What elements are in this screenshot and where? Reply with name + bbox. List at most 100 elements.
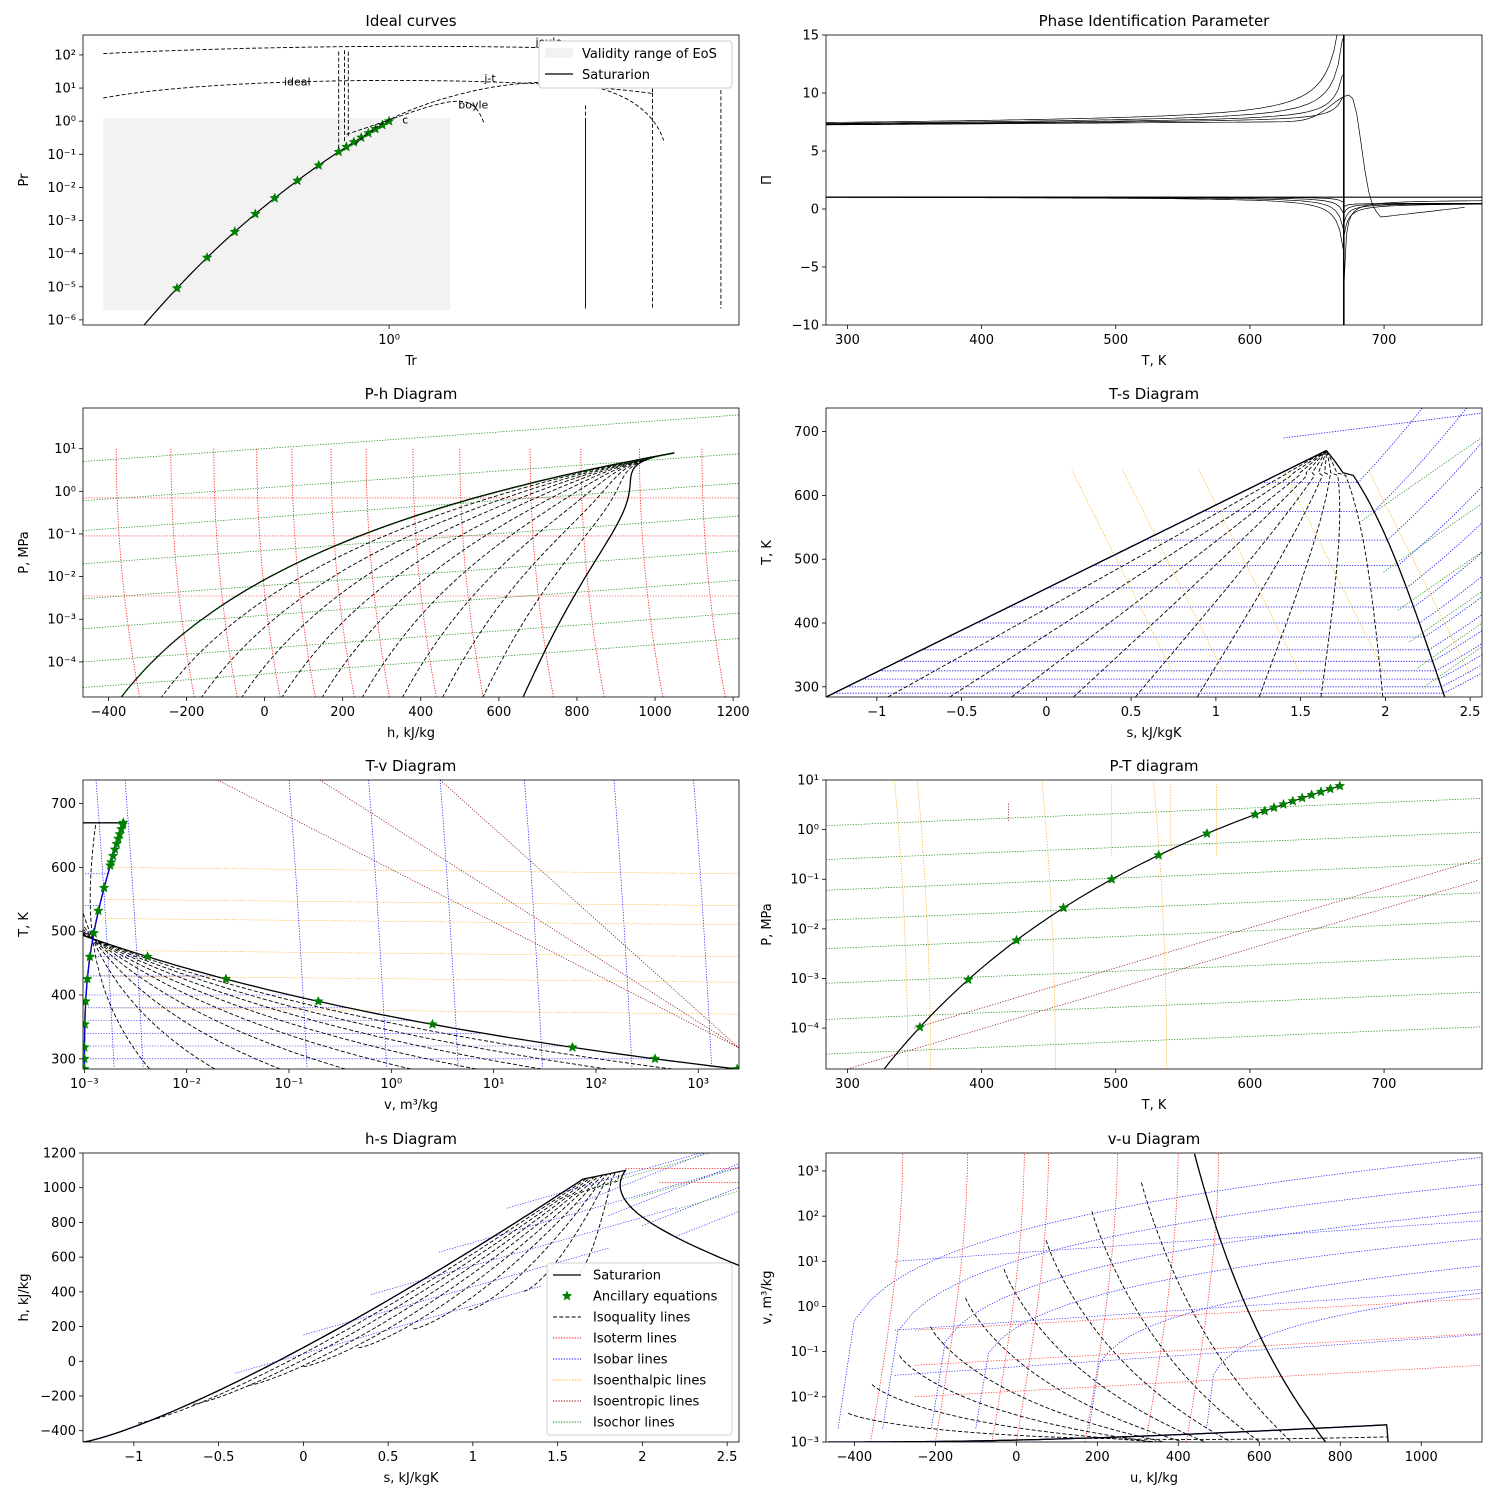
ancillary-marker (1259, 805, 1271, 816)
plot-area (83, 1153, 739, 1442)
isoquality-line (482, 452, 675, 697)
isochor-line (439, 780, 459, 1068)
plot-area (826, 35, 1482, 325)
x-tick-label: 1000 (1405, 1450, 1438, 1465)
isochor-line (676, 1190, 739, 1210)
isoenthalpic-line (102, 918, 739, 926)
saturation-liquid-blue (83, 1178, 584, 1442)
ancillary-marker (98, 882, 110, 893)
plot-area (828, 1153, 1482, 1442)
x-tick-label: 10⁻³ (70, 1077, 99, 1092)
y-tick-label: 700 (794, 425, 819, 440)
x-tick-label: 2 (638, 1450, 646, 1465)
axes-frame (82, 779, 740, 1070)
x-tick-label: 400 (969, 333, 994, 348)
pip-vapour-line (826, 196, 1344, 229)
isochor-line (83, 414, 739, 462)
isoquality-line (248, 1176, 596, 1386)
ancillary-marker (83, 1063, 90, 1069)
isobar-line (894, 1220, 1482, 1262)
isochor-line (591, 1153, 711, 1188)
x-tick-label: 0 (299, 1450, 307, 1465)
y-tick-label: 10⁻³ (790, 1436, 819, 1451)
isobar-line (837, 1157, 1482, 1429)
ancillary-marker (1287, 795, 1299, 806)
isoquality-line (1326, 450, 1384, 697)
isochor-line (368, 780, 387, 1068)
isoquality-line (1003, 1268, 1207, 1442)
isobar-line (1406, 522, 1482, 589)
ancillary-marker (249, 208, 261, 219)
isochor-line (633, 1167, 739, 1199)
y-tick-label: −5 (800, 261, 819, 276)
axes-frame (82, 34, 740, 326)
y-tick-label: 10⁻² (47, 181, 76, 196)
isoenthalpic-line (916, 780, 931, 1069)
y-tick-label: 10⁻² (47, 570, 76, 585)
curve-annotation: j-t (483, 72, 496, 85)
ancillary-marker (109, 843, 121, 855)
isochor-line (1383, 503, 1482, 573)
x-axis-label: Tr (404, 354, 417, 369)
isochor-line (83, 550, 739, 600)
ancillary-marker (1334, 780, 1346, 791)
isoentropic-line (217, 780, 739, 1049)
validity-range (103, 117, 451, 310)
ancillary-marker (88, 927, 100, 938)
curve-annotation: ideal (284, 75, 311, 88)
isotherm-line (459, 448, 484, 697)
isobar-line (235, 1286, 541, 1374)
isotherm-line (330, 448, 355, 697)
ancillary-marker (1325, 783, 1336, 794)
isoenthalpic-line (102, 975, 739, 983)
x-tick-label: 600 (486, 705, 511, 720)
y-tick-label: 10¹ (54, 82, 76, 97)
ancillary-marker (83, 995, 92, 1006)
isoquality-line (361, 452, 675, 697)
y-tick-label: 10⁻⁵ (47, 280, 76, 295)
axes-frame (825, 1152, 1483, 1443)
x-tick-label: 0.5 (1121, 705, 1142, 720)
isobar-line (574, 1153, 707, 1206)
isotherm-line (412, 448, 437, 697)
curve-annotation: c (402, 114, 408, 127)
isoenthalpic-line (1041, 780, 1056, 1069)
isoquality-line (1045, 1240, 1233, 1442)
y-tick-label: 1200 (43, 1147, 76, 1162)
ancillary-marker (1268, 802, 1280, 813)
isoquality-line (1320, 450, 1341, 697)
isobar-line (1283, 412, 1482, 439)
x-tick-label: 700 (1372, 333, 1397, 348)
isotherm-line (991, 1153, 1025, 1442)
isobar-line (1373, 408, 1468, 512)
ancillary-marker (731, 1063, 739, 1069)
isoquality-line (442, 452, 675, 697)
chart-title: T-v Diagram (365, 757, 457, 775)
x-tick-label: 0 (1012, 1450, 1020, 1465)
isoquality-line (89, 822, 150, 1069)
y-tick-label: 10⁻³ (47, 613, 76, 628)
y-tick-label: −200 (40, 1390, 76, 1405)
y-tick-label: 10 (802, 87, 819, 102)
ancillary-marker (107, 850, 119, 861)
x-axis-label: s, kJ/kgK (1126, 726, 1182, 741)
ancillary-marker (649, 1053, 661, 1064)
ancillary-marker (105, 856, 117, 867)
isoquality-line (83, 933, 542, 1069)
isoquality-line (138, 1177, 588, 1424)
x-axis-label: v, m³/kg (384, 1098, 438, 1113)
x-tick-label: −0.5 (203, 1450, 235, 1465)
isoquality-line (1073, 450, 1327, 697)
isobar-line (1435, 643, 1482, 672)
isoentropic-line (914, 858, 1482, 1029)
y-tick-label: 10⁻¹ (790, 873, 819, 888)
ancillary-marker (867, 1080, 877, 1089)
x-tick-label: 500 (1103, 1077, 1128, 1092)
saturation-line (828, 1153, 1389, 1442)
ideal-curve (103, 79, 653, 309)
isochor-line (826, 955, 1482, 984)
isobar-line (894, 1289, 1482, 1331)
x-tick-label: 10² (585, 1077, 607, 1092)
saturation-line (826, 450, 1446, 697)
isoquality-line (871, 1384, 1168, 1442)
